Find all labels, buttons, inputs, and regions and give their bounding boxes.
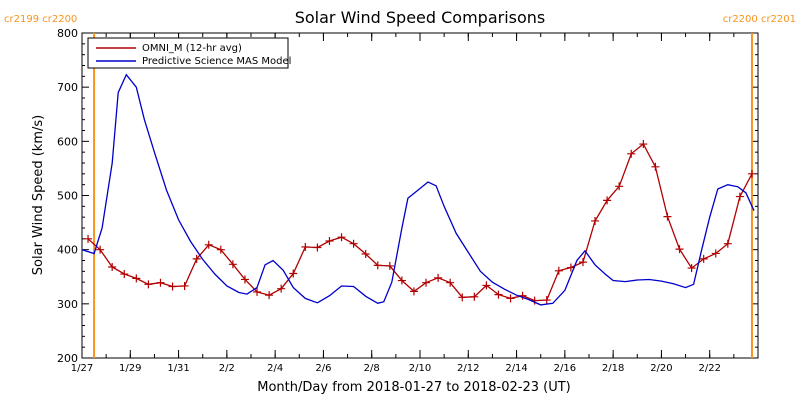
- x-tick-label: 1/31: [167, 363, 189, 374]
- omni-data-point: [192, 254, 201, 263]
- omni-data-point: [108, 263, 117, 271]
- legend-label-mas: Predictive Science MAS Model: [142, 56, 291, 67]
- carrington-label: cr2199 cr2200: [4, 14, 77, 25]
- omni-data-point: [542, 296, 551, 305]
- omni-data-point: [603, 196, 612, 205]
- omni-data-point: [349, 239, 358, 248]
- omni-data-point: [180, 281, 189, 290]
- omni-data-point: [615, 182, 624, 191]
- omni-data-point: [84, 234, 93, 243]
- y-tick-label: 700: [57, 81, 78, 94]
- omni-data-point: [554, 266, 563, 275]
- chart-title: Solar Wind Speed Comparisons: [295, 8, 546, 27]
- x-tick-label: 2/4: [267, 363, 283, 374]
- y-axis: 200 300 400 500 600 700 800: [57, 27, 758, 365]
- omni-data-point: [699, 254, 708, 263]
- omni-data-point: [265, 291, 274, 300]
- omni-data-point: [96, 245, 105, 254]
- x-tick-label: 2/22: [698, 363, 720, 374]
- x-tick-label: 2/6: [315, 363, 331, 374]
- omni-data-point: [675, 245, 684, 254]
- omni-data-point: [639, 140, 648, 149]
- omni-data-point: [422, 278, 431, 287]
- carrington-markers: cr2199 cr2200 cr2200 cr2201: [4, 14, 796, 358]
- x-tick-label: 2/8: [364, 363, 380, 374]
- omni-data-point: [723, 239, 732, 248]
- omni-data-point: [446, 278, 455, 287]
- legend-box: [87, 37, 289, 69]
- omni-data-point: [120, 270, 129, 279]
- x-axis-label: Month/Day from 2018-01-27 to 2018-02-23 …: [257, 380, 570, 395]
- y-tick-label: 600: [57, 135, 78, 148]
- y-tick-label: 200: [57, 352, 78, 365]
- omni-data-point: [373, 261, 382, 270]
- omni-data-point: [325, 237, 334, 245]
- x-tick-label: 2/10: [409, 363, 431, 374]
- omni-data-point: [397, 276, 406, 285]
- omni-data-point: [578, 258, 587, 267]
- omni-data-point: [687, 264, 696, 273]
- omni-data-point: [385, 261, 394, 270]
- legend: OMNI_M (12-hr avg) Predictive Science MA…: [87, 37, 291, 69]
- omni-data-point: [132, 274, 141, 283]
- omni-data-point: [253, 287, 262, 296]
- omni-data-point: [361, 250, 370, 258]
- omni-data-point: [289, 269, 298, 278]
- carrington-label: cr2200 cr2201: [723, 14, 796, 25]
- y-tick-label: 400: [57, 244, 78, 257]
- omni-data-point: [204, 240, 213, 249]
- omni-data-point: [506, 294, 515, 303]
- x-tick-label: 2/20: [650, 363, 672, 374]
- series-layer: [81, 73, 756, 306]
- omni-data-point: [627, 149, 636, 158]
- omni-data-point: [228, 260, 237, 269]
- omni-data-point: [409, 287, 418, 296]
- y-tick-label: 500: [57, 190, 78, 203]
- omni-data-point: [482, 281, 491, 290]
- y-tick-label: 800: [57, 27, 78, 40]
- omni-data-point: [337, 233, 346, 242]
- omni-data-point: [735, 192, 744, 201]
- x-tick-label: 2/2: [219, 363, 235, 374]
- omni-data-point: [301, 242, 310, 251]
- mas-model-line: [81, 73, 755, 306]
- omni-data-point: [216, 245, 225, 254]
- omni-data-point: [494, 290, 503, 299]
- omni-data-point: [470, 292, 479, 301]
- omni-series-line: [87, 142, 753, 302]
- x-tick-label: 2/12: [457, 363, 479, 374]
- x-tick-label: 1/27: [71, 363, 93, 374]
- x-tick-label: 2/14: [505, 363, 527, 374]
- omni-data-point: [434, 273, 443, 282]
- x-axis: 1/27 1/29 1/31 2/2 2/4 2/6 2/8 2/10 2/12 2/14 2/16…: [71, 33, 759, 374]
- omni-data-point: [156, 278, 165, 287]
- omni-data-point: [663, 212, 672, 221]
- omni-data-point: [313, 243, 322, 252]
- omni-data-point: [747, 169, 756, 178]
- omni-data-point: [277, 284, 286, 293]
- x-tick-label: 2/18: [602, 363, 624, 374]
- omni-data-point: [168, 282, 177, 291]
- legend-label-omni: OMNI_M (12-hr avg): [142, 43, 242, 54]
- omni-data-point: [711, 249, 720, 258]
- x-tick-label: 1/29: [119, 363, 141, 374]
- omni-data-point: [651, 162, 660, 171]
- omni-data-point: [458, 293, 467, 302]
- omni-data-point: [240, 275, 249, 284]
- plot-frame: [81, 32, 759, 359]
- y-axis-label: Solar Wind Speed (km/s): [31, 115, 46, 275]
- x-tick-label: 2/16: [554, 363, 576, 374]
- omni-data-point: [144, 280, 153, 289]
- omni-data-point: [591, 216, 600, 225]
- y-tick-label: 300: [57, 298, 78, 311]
